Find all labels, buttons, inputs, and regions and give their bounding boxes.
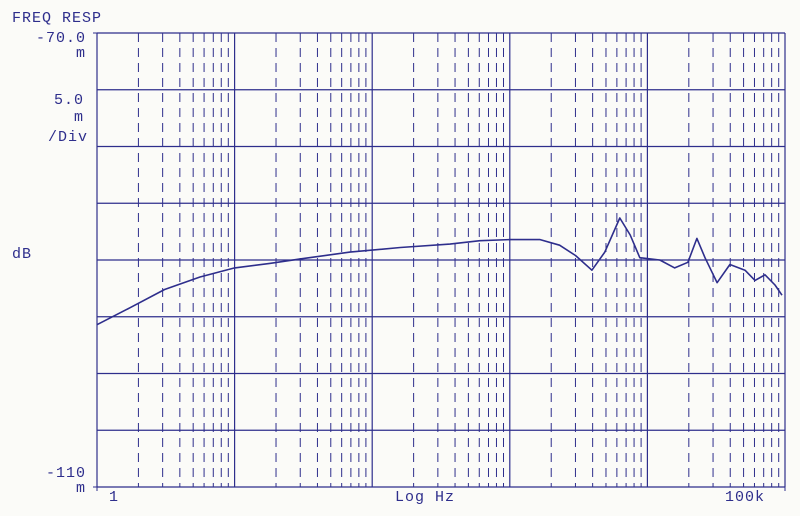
x-tick-label: 100k	[725, 489, 765, 506]
y-tick-label: -70.0	[36, 30, 86, 47]
y-div-label: 5.0	[54, 92, 84, 109]
y-axis-label: dB	[12, 246, 32, 263]
y-div-unit: /Div	[48, 129, 88, 146]
data-line	[96, 217, 783, 326]
x-axis-label: Log Hz	[395, 489, 455, 506]
y-tick-label: -110	[46, 465, 86, 482]
chart-title: FREQ RESP	[12, 10, 102, 27]
y-tick-unit: m	[76, 480, 86, 497]
x-tick-label: 1	[109, 489, 119, 506]
y-unit: m	[74, 109, 84, 126]
y-tick-unit: m	[76, 45, 86, 62]
